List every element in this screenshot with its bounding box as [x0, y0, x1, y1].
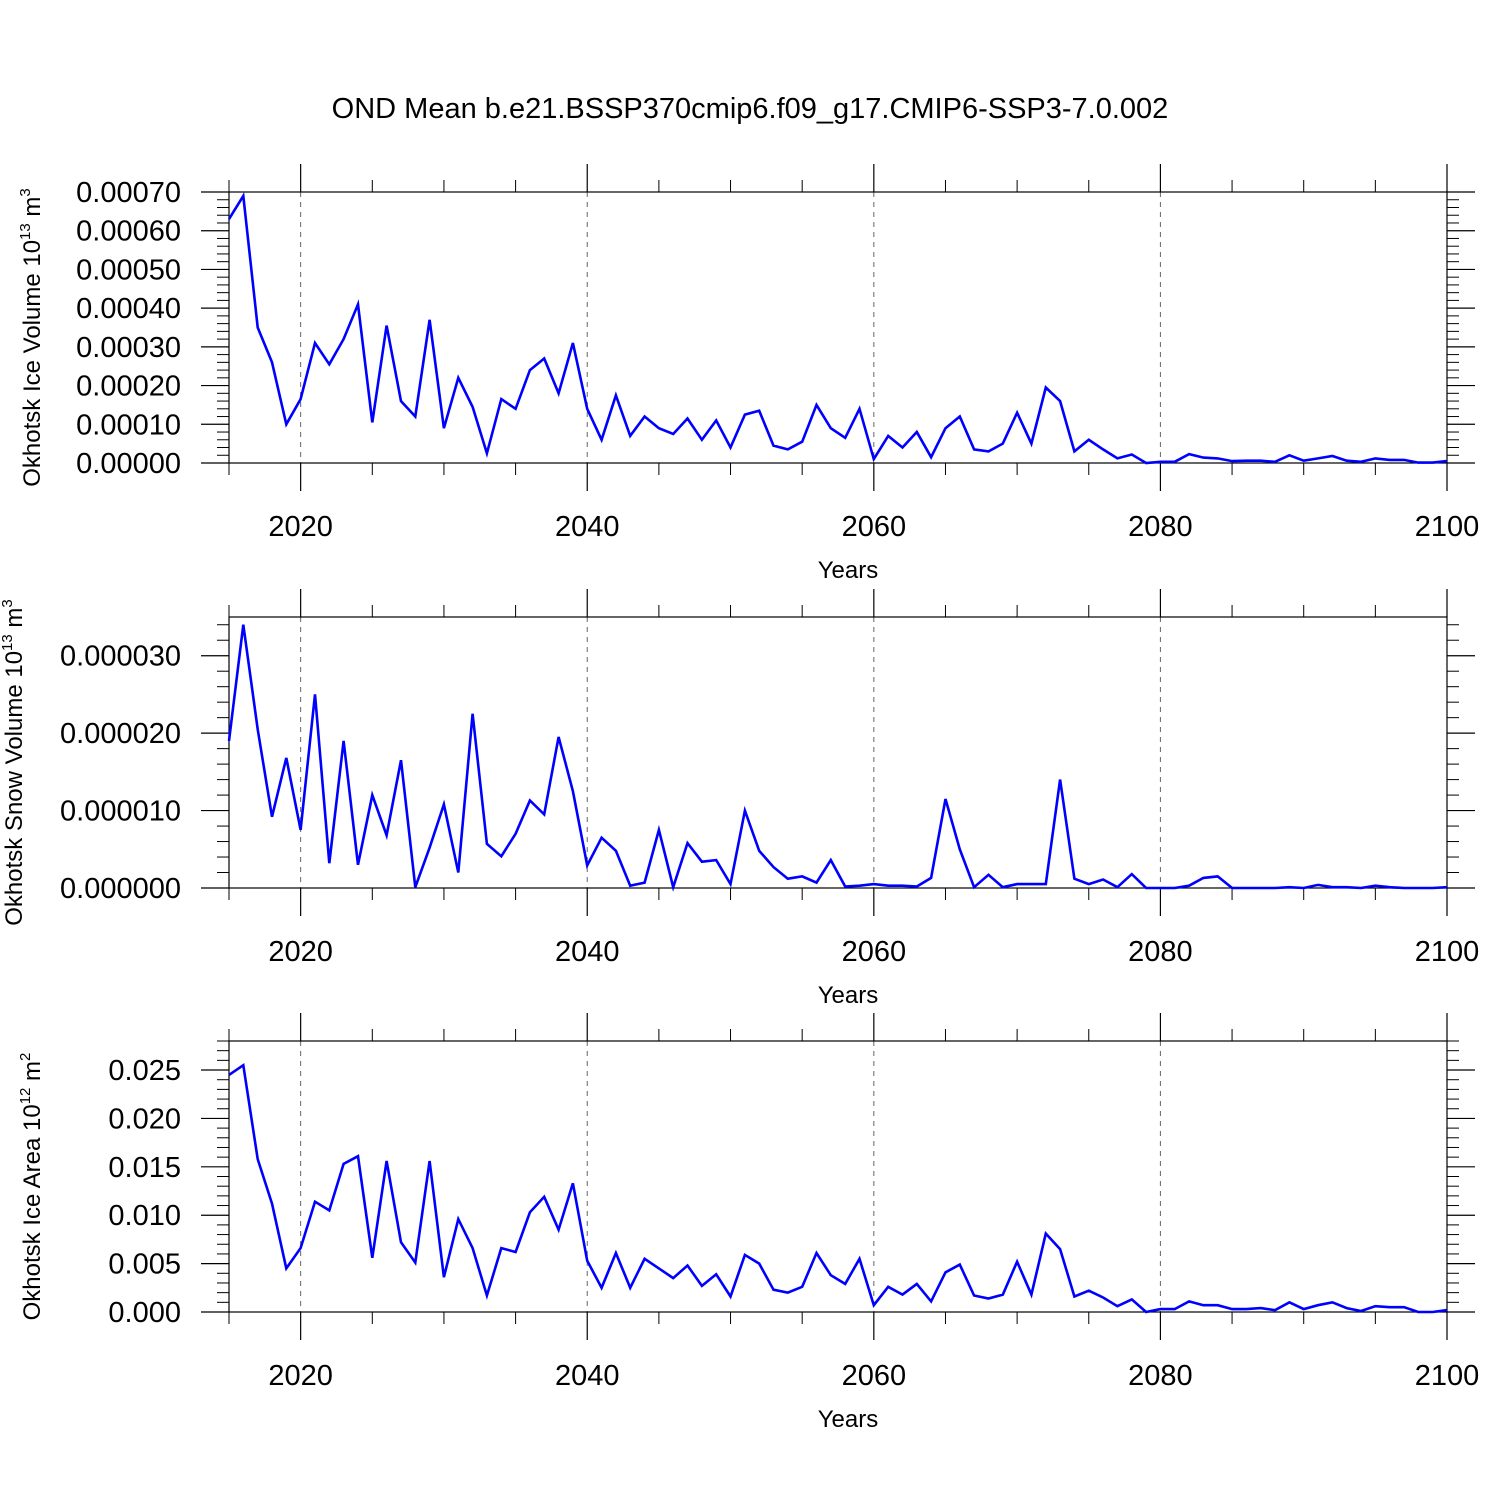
- x-tick-label: 2040: [555, 936, 620, 968]
- y-tick-label: 0.00020: [76, 371, 181, 403]
- x-tick-label: 2040: [555, 1360, 620, 1392]
- y-axis-label-superscript: 2: [17, 1053, 34, 1061]
- y-axis-label: Okhotsk Ice Volume 1013 m3: [17, 188, 46, 487]
- x-tick-label: 2080: [1128, 936, 1193, 968]
- x-tick-label: 2100: [1415, 936, 1480, 968]
- ice-area-panel: 2020 2040 2060 2080 2100 0.000 0.005 0.010 0.015…: [17, 1013, 1479, 1433]
- x-tick-label: 2080: [1128, 511, 1193, 543]
- y-tick-label: 0.025: [108, 1055, 181, 1087]
- y-tick-label: 0.020: [108, 1103, 181, 1135]
- panels: 2020 2040 2060 2080 21000.000000.000100.0002…: [0, 164, 1479, 1433]
- y-axis-label-part: m: [19, 197, 46, 224]
- y-axis-label-superscript: 13: [17, 223, 34, 240]
- ice-area-series-line: [228, 1062, 1448, 1314]
- x-tick-label: 2020: [268, 511, 333, 543]
- y-axis-label-part: Okhotsk Snow Volume 10: [1, 651, 28, 926]
- y-tick-label: 0.000030: [60, 641, 181, 673]
- x-axis-label: Years: [818, 982, 879, 1009]
- ice-volume-frame: [228, 191, 1448, 464]
- x-tick-label: 2100: [1415, 1360, 1480, 1392]
- y-axis-label-superscript: 3: [0, 599, 16, 607]
- x-axis-label: Years: [818, 557, 879, 584]
- x-tick-label: 2080: [1128, 1360, 1193, 1392]
- y-tick-label: 0.000010: [60, 796, 181, 828]
- y-axis-label-part: m: [19, 1061, 46, 1088]
- y-tick-label: 0.00010: [76, 409, 181, 441]
- y-axis-label: Okhotsk Ice Area 1012 m2: [17, 1053, 46, 1321]
- x-tick-label: 2060: [842, 511, 907, 543]
- y-axis-label-part: m: [1, 608, 28, 635]
- y-axis-label-superscript: 13: [0, 634, 16, 651]
- x-tick-label: 2100: [1415, 511, 1480, 543]
- y-axis-label-superscript: 3: [17, 188, 34, 196]
- y-axis-label-superscript: 12: [17, 1088, 34, 1105]
- y-axis-label-part: Okhotsk Ice Volume 10: [19, 240, 46, 487]
- y-tick-label: 0.00070: [76, 177, 181, 209]
- ice-volume-series-line: [227, 191, 1448, 465]
- y-tick-label: 0.00030: [76, 332, 181, 364]
- x-tick-label: 2060: [842, 936, 907, 968]
- y-tick-label: 0.00000: [76, 448, 181, 480]
- x-tick-label: 2060: [842, 1360, 907, 1392]
- y-tick-label: 0.00040: [76, 293, 181, 325]
- y-axis-label: Okhotsk Snow Volume 1013 m3: [0, 599, 28, 926]
- y-tick-label: 0.010: [108, 1200, 181, 1232]
- y-tick-label: 0.005: [108, 1249, 181, 1281]
- x-tick-label: 2020: [268, 936, 333, 968]
- y-tick-label: 0.00050: [76, 254, 181, 286]
- y-tick-label: 0.000020: [60, 718, 181, 750]
- snow-volume-panel: 2020 2040 2060 2080 2100 0.000000 0.000010 0.00…: [0, 589, 1479, 1009]
- y-tick-label: 0.00060: [76, 216, 181, 248]
- snow-volume-series-line: [227, 624, 1448, 892]
- y-tick-label: 0.000: [108, 1297, 181, 1329]
- y-tick-label: 0.015: [108, 1152, 181, 1184]
- snow-volume-frame: [228, 616, 1448, 889]
- x-tick-label: 2020: [268, 1360, 333, 1392]
- y-axis-label-part: Okhotsk Ice Area 10: [19, 1104, 46, 1320]
- y-tick-label: 0.000000: [60, 873, 181, 905]
- x-axis-label: Years: [818, 1406, 879, 1433]
- ice-volume-panel: 2020 2040 2060 2080 2100 0.00000 0.00010 0.0002…: [17, 164, 1479, 584]
- x-tick-label: 2040: [555, 511, 620, 543]
- figure-title: OND Mean b.e21.BSSP370cmip6.f09_g17.CMIP…: [332, 93, 1169, 125]
